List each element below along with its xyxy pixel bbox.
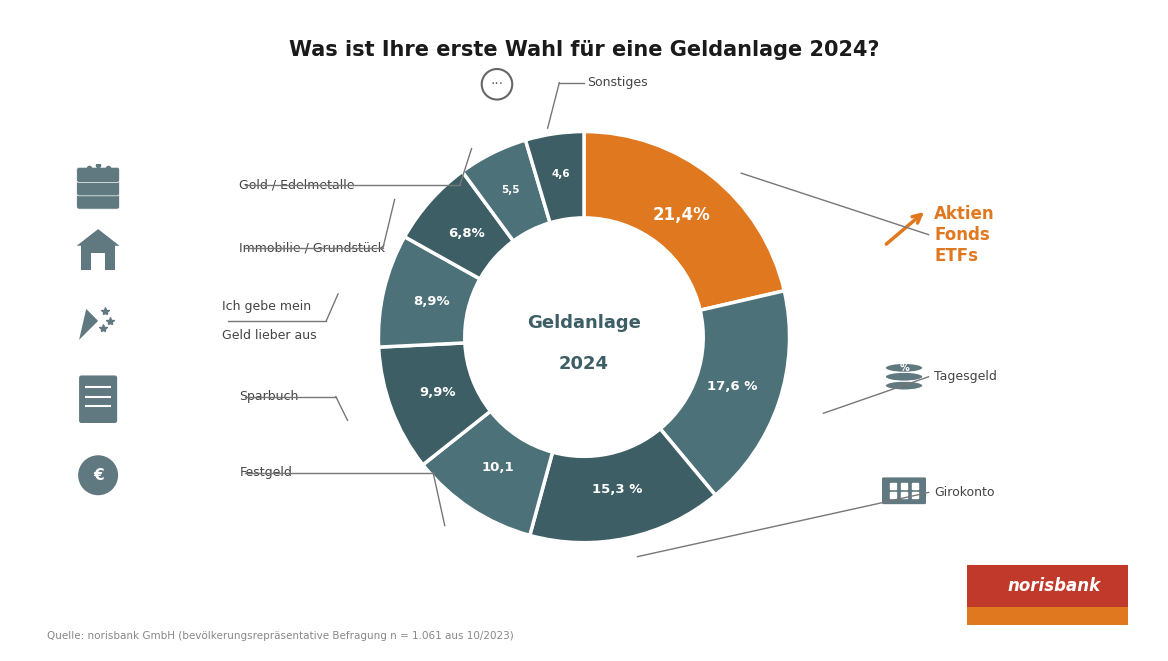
Text: Tagesgeld: Tagesgeld [934, 370, 997, 383]
Text: 4,6: 4,6 [551, 169, 570, 179]
Wedge shape [378, 237, 480, 347]
Text: Ich gebe mein: Ich gebe mein [222, 299, 311, 313]
Polygon shape [79, 309, 98, 340]
Text: 5,5: 5,5 [501, 185, 520, 195]
Ellipse shape [885, 372, 923, 381]
Text: €: € [92, 468, 104, 483]
Text: 21,4%: 21,4% [653, 206, 710, 224]
Text: 2024: 2024 [559, 355, 609, 373]
Text: %: % [899, 364, 909, 373]
Wedge shape [404, 171, 514, 279]
FancyBboxPatch shape [82, 245, 114, 270]
Ellipse shape [885, 364, 923, 372]
Text: Immobilie / Grundstück: Immobilie / Grundstück [239, 241, 385, 254]
Ellipse shape [885, 381, 923, 390]
Text: 9,9%: 9,9% [419, 385, 456, 399]
Circle shape [78, 455, 118, 495]
Text: Geldanlage: Geldanlage [527, 314, 641, 332]
Wedge shape [660, 291, 790, 495]
Text: Geld lieber aus: Geld lieber aus [222, 329, 317, 342]
Text: ···: ··· [491, 77, 503, 91]
Text: Sonstiges: Sonstiges [588, 76, 648, 89]
FancyBboxPatch shape [79, 375, 117, 423]
Text: Girokonto: Girokonto [934, 486, 995, 499]
Text: 15,3 %: 15,3 % [592, 483, 642, 496]
Text: Festgeld: Festgeld [239, 466, 292, 479]
FancyBboxPatch shape [77, 180, 119, 196]
Wedge shape [530, 429, 716, 543]
Wedge shape [463, 140, 550, 241]
Text: Sparbuch: Sparbuch [239, 390, 299, 403]
Bar [967, 607, 1128, 625]
Text: 17,6 %: 17,6 % [707, 381, 757, 393]
FancyBboxPatch shape [958, 562, 1138, 611]
Wedge shape [526, 132, 584, 223]
FancyBboxPatch shape [77, 167, 119, 182]
FancyBboxPatch shape [91, 253, 105, 270]
Wedge shape [584, 132, 784, 310]
Wedge shape [378, 343, 491, 465]
Text: 10,1: 10,1 [481, 461, 514, 474]
FancyBboxPatch shape [882, 477, 926, 504]
Text: 8,9%: 8,9% [413, 295, 450, 308]
Wedge shape [423, 411, 552, 535]
Polygon shape [77, 229, 119, 246]
Text: Was ist Ihre erste Wahl für eine Geldanlage 2024?: Was ist Ihre erste Wahl für eine Geldanl… [288, 40, 880, 59]
Text: 6,8%: 6,8% [449, 227, 485, 240]
Text: Quelle: norisbank GmbH (bevölkerungsrepräsentative Befragung n = 1.061 aus 10/20: Quelle: norisbank GmbH (bevölkerungsrepr… [47, 631, 514, 641]
Text: norisbank: norisbank [1008, 577, 1100, 595]
Text: Fonds: Fonds [934, 225, 990, 244]
Text: Gold / Edelmetalle: Gold / Edelmetalle [239, 178, 355, 192]
Text: Aktien: Aktien [934, 204, 995, 223]
Text: ETFs: ETFs [934, 247, 979, 265]
FancyBboxPatch shape [77, 194, 119, 209]
